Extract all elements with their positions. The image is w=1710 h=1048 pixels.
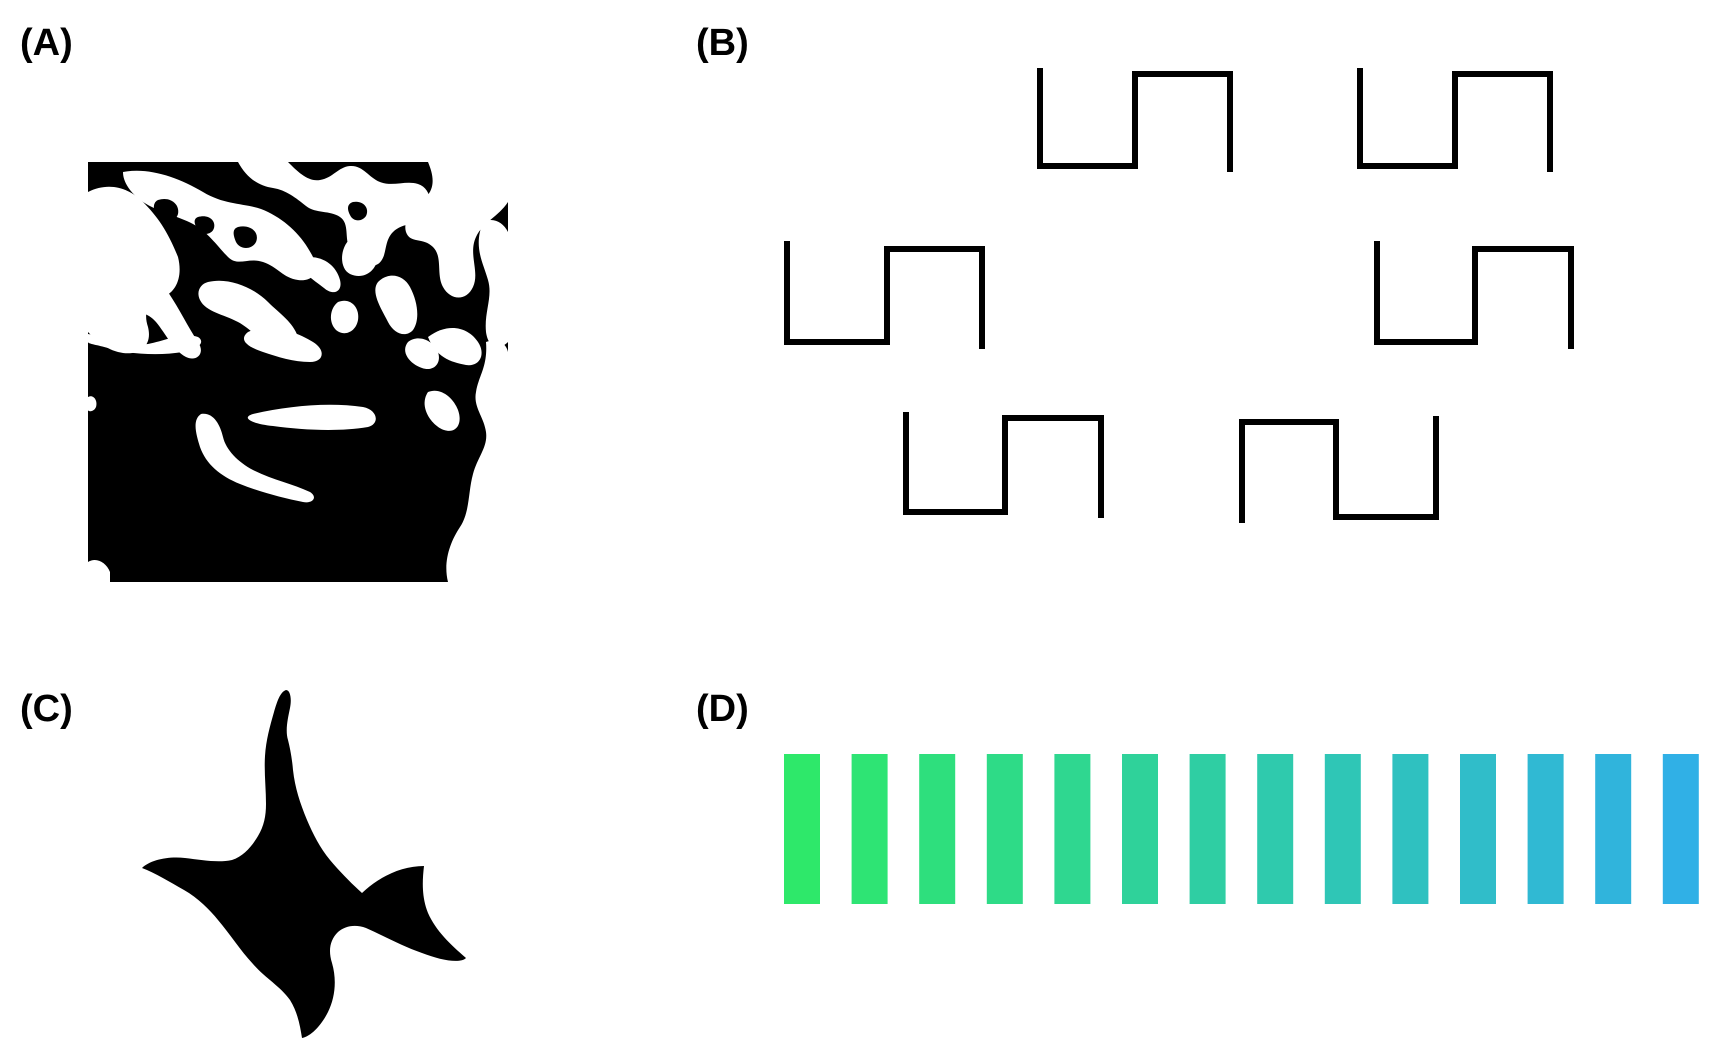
panel-label-c: (C) [20,688,73,730]
panel-label-a: (A) [20,22,73,64]
texture-blob [88,186,180,354]
square-wave-glyph-6 [1239,416,1439,523]
texture-blob [446,340,508,582]
gradient-bar [1257,754,1294,904]
panel-label-d: (D) [696,688,749,730]
square-wave-glyph-5 [903,412,1104,518]
texture-blob [405,338,439,370]
square-wave-glyphs [784,68,1574,523]
gradient-bar [1527,754,1564,904]
texture-hole [273,281,290,296]
texture-blob [428,327,482,366]
texture-blob [478,220,508,348]
gradient-bar [1122,754,1158,904]
binary-texture-image [88,162,508,582]
gradient-bar [1324,754,1361,904]
gradient-bar [1595,754,1632,904]
gradient-bar [1189,754,1226,904]
gradient-bar [1054,754,1091,904]
texture-blob [123,170,316,281]
texture-hole [153,198,179,222]
gradient-bar [851,754,888,904]
texture-blob [243,327,322,362]
silhouette-body [142,690,466,1038]
texture-hole [194,216,215,234]
gradient-bar [784,754,820,904]
panel-label-b: (B) [696,22,749,64]
texture-blob [238,162,430,267]
texture-blob [247,404,376,430]
gradient-bar [1460,754,1496,904]
square-wave-glyph-1 [1037,68,1233,172]
square-wave-glyph-4 [1374,241,1574,349]
texture-blob [375,275,418,335]
silhouette-shape [142,690,466,1038]
texture-blob [424,390,460,431]
texture-blob [330,300,359,334]
texture-blob [195,413,314,503]
texture-blob [88,396,97,412]
texture-hole [348,201,368,221]
texture-hole [233,226,257,248]
texture-blob [301,257,341,293]
gradient-bar [1392,754,1429,904]
gradient-bars [784,754,1699,904]
texture-blob [405,162,508,298]
gradient-bar [1662,754,1699,904]
texture-blob [88,334,202,355]
gradient-bar [986,754,1023,904]
texture-blob [88,560,110,582]
gradient-bar [919,754,956,904]
square-wave-glyph-3 [784,241,985,349]
square-wave-glyph-2 [1357,68,1553,172]
texture-blob [342,235,379,277]
